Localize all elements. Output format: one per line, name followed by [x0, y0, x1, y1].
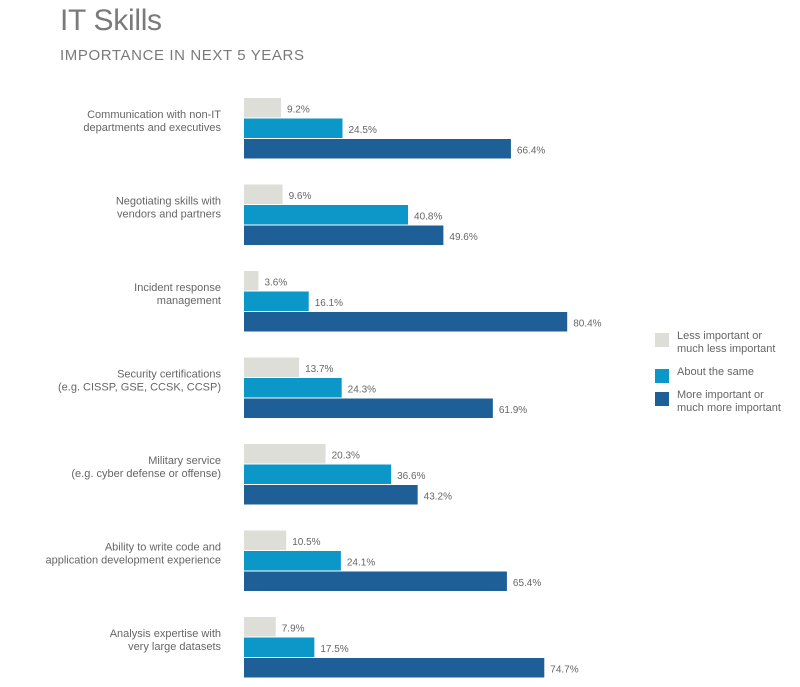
- category-label: management: [157, 295, 221, 307]
- legend: Less important or much less important Ab…: [655, 330, 800, 425]
- chart-title: IT Skills: [60, 4, 162, 37]
- bar-less-important: [244, 530, 287, 550]
- bar-more-important: [244, 225, 444, 245]
- value-label: 20.3%: [332, 451, 360, 462]
- bar-about-same: [244, 551, 341, 571]
- legend-item-less-important: Less important or much less important: [655, 330, 800, 356]
- bar-more-important: [244, 398, 493, 418]
- value-label: 61.9%: [499, 405, 527, 416]
- category-label: Ability to write code and: [105, 541, 221, 553]
- value-label: 10.5%: [292, 537, 320, 548]
- category-label: Security certifications: [117, 368, 221, 380]
- legend-item-about-same: About the same: [655, 366, 800, 383]
- value-label: 65.4%: [513, 578, 541, 589]
- category-label: (e.g. CISSP, GSE, CCSK, CCSP): [58, 381, 221, 393]
- legend-swatch-more-important: [655, 392, 669, 406]
- bar-more-important: [244, 571, 507, 591]
- bar-less-important: [244, 617, 276, 637]
- bar-less-important: [244, 184, 283, 204]
- legend-label-about-same: About the same: [677, 366, 755, 378]
- value-label: 9.6%: [289, 191, 312, 202]
- value-label: 24.3%: [348, 385, 376, 396]
- bar-about-same: [244, 291, 309, 311]
- bar-about-same: [244, 464, 392, 484]
- legend-label-more-important: More important or much more important: [677, 389, 781, 414]
- legend-swatch-less-important: [655, 333, 669, 347]
- value-label: 66.4%: [517, 146, 545, 157]
- bar-less-important: [244, 271, 259, 291]
- bar-about-same: [244, 378, 342, 398]
- value-label: 40.8%: [414, 212, 442, 223]
- value-label: 24.1%: [347, 558, 375, 569]
- value-label: 7.9%: [282, 624, 305, 635]
- category-label: Analysis expertise with: [110, 628, 221, 640]
- legend-label-less-important: Less important or much less important: [677, 330, 776, 355]
- value-label: 13.7%: [305, 364, 333, 375]
- category-label: vendors and partners: [117, 208, 221, 220]
- bar-about-same: [244, 205, 409, 225]
- value-label: 17.5%: [320, 644, 348, 655]
- bar-less-important: [244, 98, 281, 118]
- category-label: application development experience: [45, 554, 221, 566]
- legend-swatch-about-same: [655, 369, 669, 383]
- category-label: departments and executives: [83, 122, 221, 134]
- value-label: 9.2%: [287, 105, 310, 116]
- category-label: Negotiating skills with: [116, 195, 221, 207]
- category-label: Military service: [148, 455, 221, 467]
- bar-about-same: [244, 637, 315, 657]
- bar-about-same: [244, 118, 343, 138]
- value-label: 36.6%: [397, 471, 425, 482]
- category-label: Communication with non-IT: [87, 109, 221, 121]
- bar-more-important: [244, 658, 545, 678]
- value-label: 74.7%: [550, 665, 578, 676]
- value-label: 16.1%: [315, 298, 343, 309]
- value-label: 43.2%: [424, 492, 452, 503]
- chart-subtitle: IMPORTANCE IN NEXT 5 YEARS: [60, 47, 305, 64]
- category-label: very large datasets: [128, 641, 221, 653]
- value-label: 3.6%: [264, 278, 287, 289]
- bar-less-important: [244, 357, 300, 377]
- value-label: 80.4%: [573, 319, 601, 330]
- bar-more-important: [244, 312, 568, 332]
- value-label: 49.6%: [449, 232, 477, 243]
- bar-less-important: [244, 444, 326, 464]
- value-label: 24.5%: [348, 125, 376, 136]
- bar-more-important: [244, 139, 511, 159]
- category-label: (e.g. cyber defense or offense): [71, 468, 221, 480]
- category-label: Incident response: [134, 282, 221, 294]
- bar-more-important: [244, 485, 418, 505]
- legend-item-more-important: More important or much more important: [655, 389, 800, 415]
